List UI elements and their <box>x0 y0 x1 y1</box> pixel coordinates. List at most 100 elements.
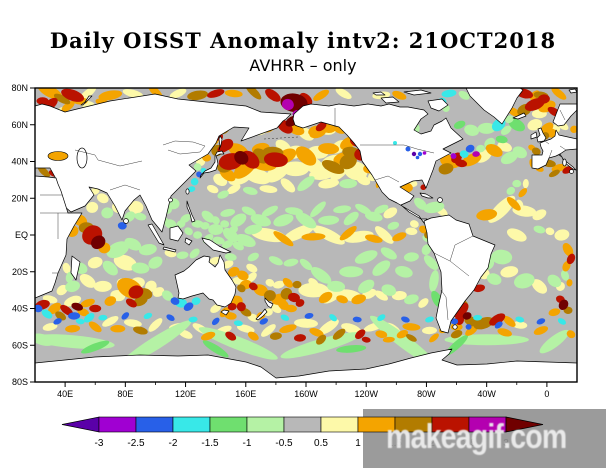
colorbar-label: -3 <box>95 438 104 449</box>
anomaly-patch <box>438 163 454 175</box>
anomaly-patch <box>318 215 340 225</box>
lat-tick-label: 40S <box>12 304 28 314</box>
colorbar-label: -1.5 <box>201 438 219 449</box>
anomaly-patch <box>285 207 303 215</box>
anomaly-patch <box>477 122 496 134</box>
anomaly-patch <box>527 119 543 131</box>
anomaly-patch <box>354 250 378 264</box>
anomaly-patch <box>123 319 142 328</box>
anomaly-patch <box>512 179 522 188</box>
anomaly-patch <box>312 225 345 245</box>
anomaly-patch <box>380 247 397 260</box>
anomaly-patch <box>531 147 541 156</box>
lon-tick-label: 120W <box>354 389 378 399</box>
anomaly-patch <box>421 244 432 256</box>
anomaly-patch <box>68 312 81 320</box>
anomaly-patch <box>560 270 570 281</box>
anomaly-patch <box>56 284 68 296</box>
anomaly-patch <box>361 336 371 343</box>
landmass-australia <box>174 254 237 308</box>
anomaly-patch <box>122 89 144 98</box>
lake-superior <box>405 146 411 152</box>
anomaly-patch <box>406 334 417 342</box>
anomaly-patch <box>512 321 528 329</box>
landmass-sulawesi <box>184 237 193 246</box>
anomaly-patch <box>548 169 560 178</box>
anomaly-patch <box>190 177 199 186</box>
lon-tick-label: 160W <box>294 389 318 399</box>
anomaly-patch <box>313 89 330 101</box>
anomaly-patch <box>188 316 198 323</box>
anomaly-patch <box>531 279 548 294</box>
anomaly-patch <box>318 178 339 189</box>
lon-tick-label: 0 <box>544 389 549 399</box>
anomaly-patch <box>245 88 262 100</box>
landmass-borneo <box>169 225 184 242</box>
anomaly-patch <box>310 201 326 218</box>
country-borders <box>40 108 567 321</box>
anomaly-patch <box>83 312 95 323</box>
anomaly-patch <box>247 331 259 341</box>
anomaly-patch <box>297 176 315 192</box>
landmass-arctic-isle <box>372 91 386 96</box>
anomaly-patch <box>329 314 337 322</box>
landmass-tasmania <box>220 309 230 316</box>
landmass-antarctica <box>35 348 577 382</box>
anomaly-patch <box>332 328 346 340</box>
anomaly-patch <box>217 190 229 199</box>
anomaly-patch <box>198 327 278 360</box>
anomaly-patch <box>298 282 329 298</box>
lake-black-sea <box>47 151 69 161</box>
anomaly-patch <box>98 314 108 321</box>
landmass-svalbard <box>568 88 577 94</box>
anomaly-patch <box>365 234 383 243</box>
anomaly-patch <box>35 333 55 346</box>
anomaly-patch <box>87 256 103 269</box>
anomaly-patch <box>81 340 110 354</box>
anomaly-patch <box>318 319 339 335</box>
lat-tick-label: 80S <box>12 377 28 387</box>
chart-title: Daily OISST Anomaly intv2: 21OCT2018 <box>49 28 557 53</box>
anomaly-patch <box>283 258 299 267</box>
anomaly-patch <box>236 302 246 312</box>
anomaly-patch <box>458 90 470 100</box>
anomaly-patch <box>476 209 498 221</box>
anomaly-patch <box>335 88 352 100</box>
colorbar-label: 3 <box>503 438 509 449</box>
anomaly-patch <box>374 290 388 301</box>
anomaly-patch <box>273 231 294 247</box>
anomaly-patch <box>166 314 175 322</box>
anomaly-patch <box>548 308 561 317</box>
anomaly-patch <box>562 242 574 257</box>
anomaly-patch <box>281 98 294 111</box>
colorbar-label: -0.5 <box>275 438 293 449</box>
anomaly-patch <box>537 94 550 104</box>
anomaly-patch <box>60 304 73 316</box>
anomaly-patch <box>184 227 193 236</box>
anomaly-patch <box>284 304 297 313</box>
anomaly-patch <box>522 179 529 189</box>
lon-tick-label: 120E <box>175 389 196 399</box>
anomaly-patch <box>401 316 410 323</box>
anomaly-patch <box>343 211 359 226</box>
anomaly-patch <box>506 228 527 242</box>
anomaly-patch <box>224 89 243 98</box>
landmass-south-america <box>423 214 496 334</box>
anomaly-patch <box>402 323 421 331</box>
anomaly-patch <box>321 159 345 175</box>
anomaly-patch <box>506 186 516 195</box>
anomaly-patch <box>259 185 278 193</box>
anomaly-patch <box>176 251 189 259</box>
anomaly-patch <box>295 146 317 166</box>
anomaly-patch <box>333 205 352 214</box>
anomaly-patch <box>494 321 503 329</box>
anomaly-patch <box>222 239 234 249</box>
anomaly-patch <box>193 231 203 239</box>
anomaly-patch <box>299 258 313 271</box>
anomaly-patch <box>289 125 305 136</box>
anomaly-patch <box>450 153 457 159</box>
anomaly-patch <box>339 266 364 278</box>
colorbar-label: 1 <box>355 438 361 449</box>
anomaly-patch <box>88 321 102 333</box>
anomaly-patch <box>212 236 225 245</box>
